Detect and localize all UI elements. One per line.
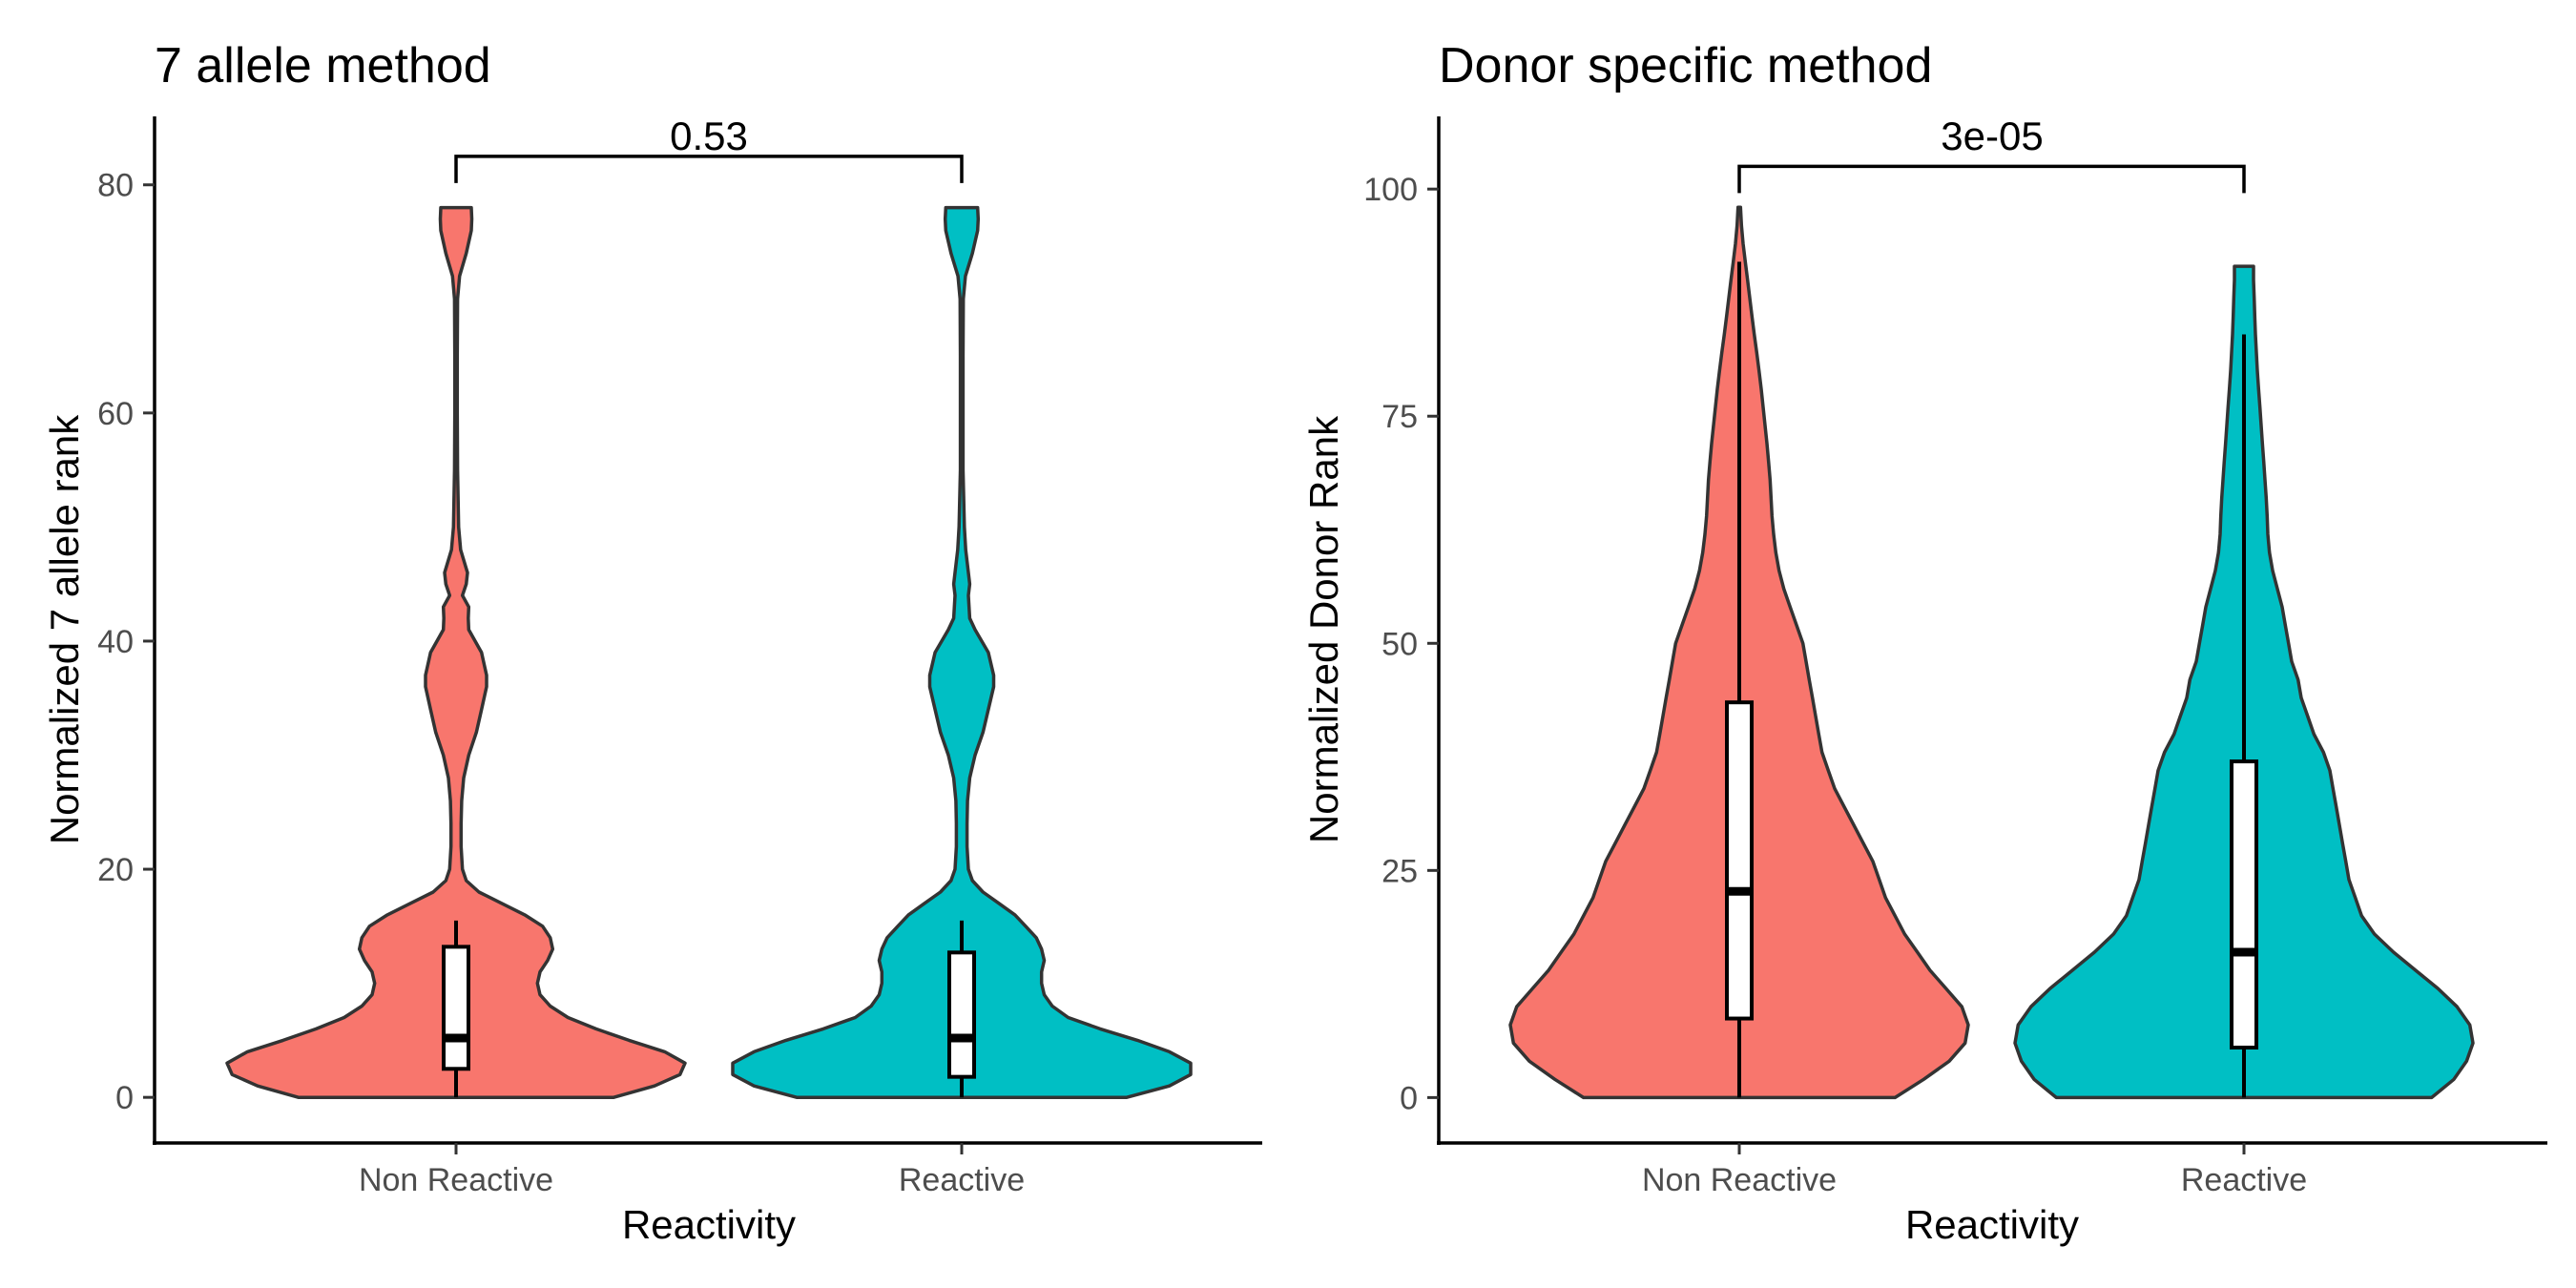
box-iqr xyxy=(442,945,470,1071)
chart-title: Donor specific method xyxy=(1439,38,1932,93)
y-axis-title: Normalized 7 allele rank xyxy=(42,414,87,845)
y-tick-label: 50 xyxy=(1381,626,1418,662)
x-axis-title: Reactivity xyxy=(622,1202,796,1247)
y-tick-label: 25 xyxy=(1381,853,1418,889)
y-tick-label: 80 xyxy=(97,168,134,204)
y-tick-label: 60 xyxy=(97,396,134,432)
y-tick-label: 0 xyxy=(115,1080,134,1116)
violin-reactive xyxy=(731,205,1193,1099)
x-tick-label: Reactive xyxy=(899,1162,1025,1198)
y-tick-label: 20 xyxy=(97,852,134,888)
y-axis-title: Normalized Donor Rank xyxy=(1301,415,1346,843)
y-tick-label: 0 xyxy=(1400,1080,1418,1116)
y-tick-label: 75 xyxy=(1381,399,1418,435)
comparison-bracket xyxy=(454,155,964,183)
x-tick-label: Non Reactive xyxy=(359,1162,553,1198)
panel-7-allele: 7 allele method Normalized 7 allele rank… xyxy=(42,38,1262,1247)
box-iqr xyxy=(1725,700,1754,1021)
panel-donor-specific: Donor specific method Normalized Donor R… xyxy=(1301,38,2547,1247)
comparison-p-value: 0.53 xyxy=(670,114,748,158)
x-tick-label: Reactive xyxy=(2181,1162,2307,1198)
y-tick-label: 40 xyxy=(97,624,134,660)
x-axis-title: Reactivity xyxy=(1905,1202,2079,1247)
y-tick-label: 100 xyxy=(1363,172,1418,208)
x-tick-label: Non Reactive xyxy=(1642,1162,1837,1198)
chart-title: 7 allele method xyxy=(155,38,491,93)
comparison-bracket xyxy=(1737,164,2246,194)
violin-non-reactive xyxy=(225,205,687,1099)
box-iqr xyxy=(2230,759,2258,1050)
comparison-p-value: 3e-05 xyxy=(1941,114,2043,158)
box-iqr xyxy=(947,950,976,1079)
